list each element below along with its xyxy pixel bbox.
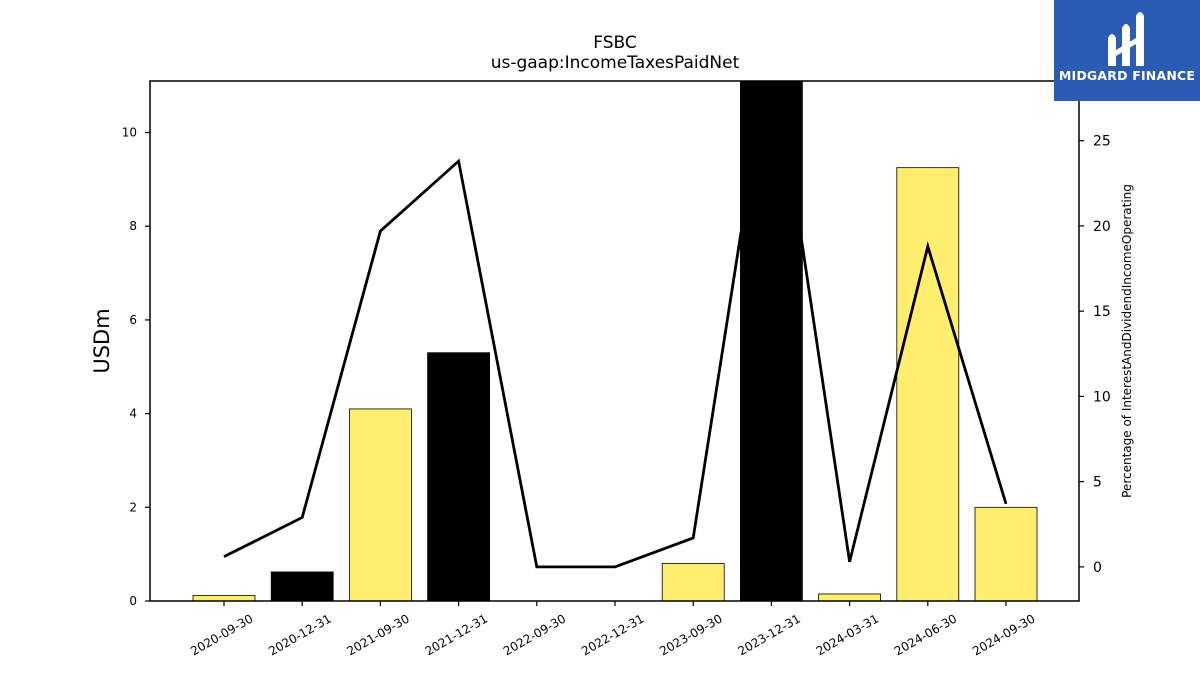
- chart-title: FSBC: [593, 33, 637, 53]
- brand-logo-text: MIDGARD FINANCE: [1058, 68, 1196, 83]
- bar-2023-09-30: [661, 563, 725, 602]
- midgard-logo-icon: [1108, 12, 1144, 66]
- y-tick-label-left-0: 0: [129, 594, 137, 608]
- y-tick-label-left-10: 10: [122, 126, 137, 140]
- brand-logo: MIDGARD FINANCE: [1054, 0, 1200, 101]
- y-tick-label-right-5: 5: [1093, 475, 1102, 491]
- bar-2024-03-31: [818, 593, 881, 602]
- x-tick-label-2023-12-31: 2023-12-31: [735, 611, 802, 658]
- y-tick-label-right-25: 25: [1093, 134, 1111, 150]
- x-tick-label-2023-09-30: 2023-09-30: [657, 611, 724, 658]
- x-tick-label-2020-09-30: 2020-09-30: [188, 611, 255, 658]
- bar-2023-12-31: [740, 80, 803, 602]
- x-tick-label-2021-12-31: 2021-12-31: [423, 611, 490, 658]
- y-tick-label-left-4: 4: [129, 407, 137, 421]
- line-series: [223, 81, 1008, 569]
- x-tick-label-2020-12-31: 2020-12-31: [266, 611, 333, 658]
- chart-subtitle: us-gaap:IncomeTaxesPaidNet: [491, 53, 740, 73]
- y-axis-label-left: USDm: [90, 308, 114, 373]
- x-tick-label-2022-09-30: 2022-09-30: [501, 611, 568, 658]
- y-tick-label-left-6: 6: [129, 313, 137, 327]
- bar-2021-12-31: [427, 352, 491, 602]
- y-tick-label-left-2: 2: [129, 500, 137, 514]
- bar-2020-09-30: [192, 594, 256, 602]
- x-tick-label-2024-03-31: 2024-03-31: [814, 611, 881, 658]
- y-tick-label-left-8: 8: [129, 219, 137, 233]
- x-tick-label-2022-12-31: 2022-12-31: [579, 611, 646, 658]
- y-axis-label-right: Percentage of InterestAndDividendIncomeO…: [1120, 184, 1134, 498]
- bar-2021-09-30: [348, 408, 412, 602]
- y-tick-label-right-0: 0: [1093, 560, 1102, 576]
- y-tick-label-right-20: 20: [1093, 219, 1111, 235]
- x-tick-label-2024-06-30: 2024-06-30: [892, 611, 959, 658]
- bar-2024-06-30: [896, 167, 960, 602]
- y-tick-label-right-10: 10: [1093, 389, 1111, 405]
- bar-2024-09-30: [974, 506, 1038, 602]
- x-tick-label-2021-09-30: 2021-09-30: [344, 611, 411, 658]
- bar-2020-12-31: [270, 571, 334, 602]
- y-tick-label-right-15: 15: [1093, 304, 1111, 320]
- x-tick-label-2024-09-30: 2024-09-30: [970, 611, 1037, 658]
